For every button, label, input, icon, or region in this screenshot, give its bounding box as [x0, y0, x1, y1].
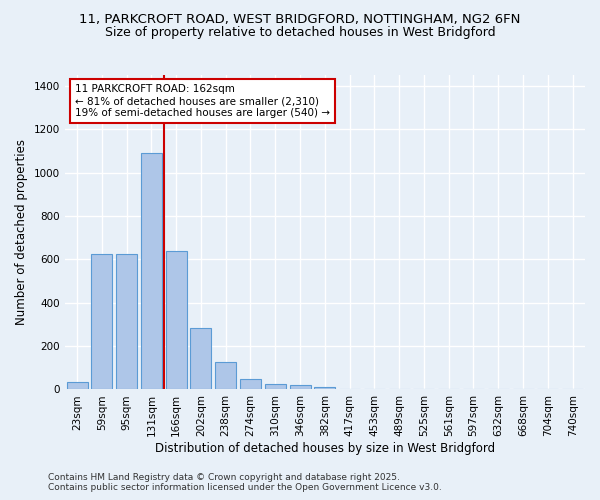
- Bar: [116, 254, 137, 390]
- Bar: [290, 385, 311, 390]
- Text: Contains HM Land Registry data © Crown copyright and database right 2025.
Contai: Contains HM Land Registry data © Crown c…: [48, 473, 442, 492]
- Text: 11 PARKCROFT ROAD: 162sqm
← 81% of detached houses are smaller (2,310)
19% of se: 11 PARKCROFT ROAD: 162sqm ← 81% of detac…: [75, 84, 330, 117]
- Bar: [190, 328, 211, 390]
- Bar: [166, 250, 187, 390]
- X-axis label: Distribution of detached houses by size in West Bridgford: Distribution of detached houses by size …: [155, 442, 495, 455]
- Bar: [141, 153, 162, 390]
- Bar: [91, 254, 112, 390]
- Text: 11, PARKCROFT ROAD, WEST BRIDGFORD, NOTTINGHAM, NG2 6FN: 11, PARKCROFT ROAD, WEST BRIDGFORD, NOTT…: [79, 12, 521, 26]
- Y-axis label: Number of detached properties: Number of detached properties: [15, 139, 28, 325]
- Bar: [215, 362, 236, 390]
- Text: Size of property relative to detached houses in West Bridgford: Size of property relative to detached ho…: [104, 26, 496, 39]
- Bar: [265, 384, 286, 390]
- Bar: [314, 388, 335, 390]
- Bar: [67, 382, 88, 390]
- Bar: [240, 378, 261, 390]
